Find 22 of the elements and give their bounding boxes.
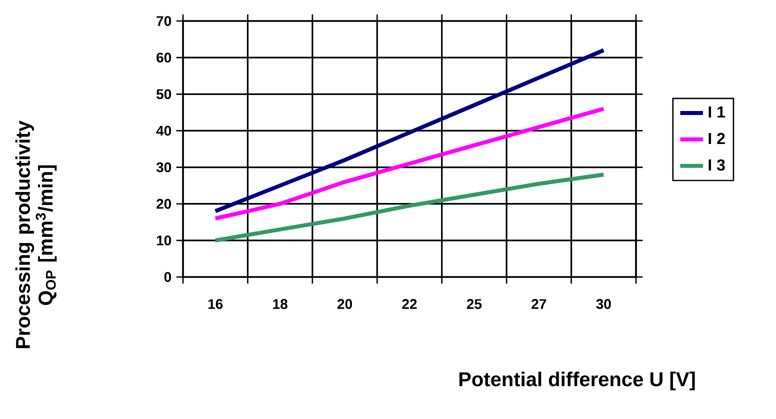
legend-label: I 1 (708, 106, 725, 118)
y-tick-label: 10 (156, 235, 172, 246)
x-tick-label: 25 (466, 299, 482, 309)
legend-label: I 3 (708, 159, 725, 171)
line-series (213, 48, 606, 214)
x-tick-label: 20 (337, 299, 352, 309)
y-tick-label: 70 (156, 16, 172, 26)
line-series (213, 106, 606, 220)
y-tick-label: 0 (164, 272, 172, 282)
x-tick-label: 16 (208, 299, 223, 309)
x-tick-label: 22 (402, 299, 417, 309)
line-series (213, 172, 606, 242)
x-tick-label: 18 (273, 299, 288, 309)
legend-label: I 2 (708, 132, 725, 144)
y-tick-label: 30 (156, 162, 172, 172)
x-tick-label: 30 (596, 299, 611, 309)
x-tick-label: 27 (532, 299, 546, 309)
y-tick-label: 20 (156, 198, 172, 209)
x-axis-title: Potential difference U [V] (459, 372, 695, 390)
y-tick-label: 40 (156, 126, 172, 136)
y-tick-label: 60 (156, 52, 172, 63)
y-tick-label: 50 (156, 89, 172, 100)
